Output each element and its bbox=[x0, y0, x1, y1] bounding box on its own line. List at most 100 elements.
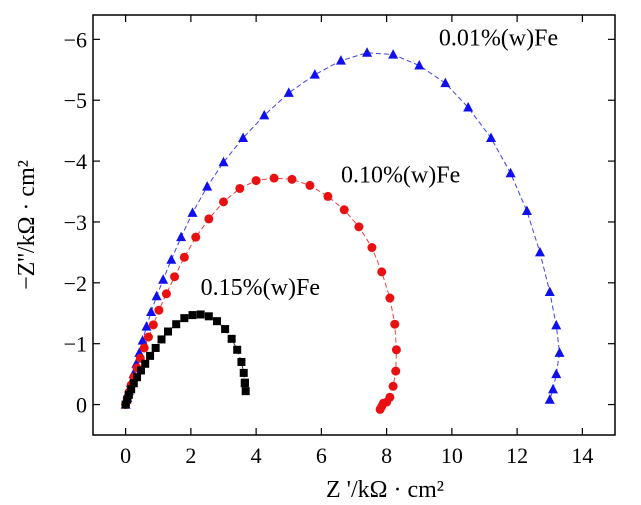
axis-ticks: 0 2 4 6 8 10 12 14 0 −1 −2 −3 −4 −5 −6 bbox=[64, 15, 615, 468]
data-point-circle bbox=[191, 232, 201, 242]
data-point-triangle bbox=[534, 246, 545, 257]
data-point-square bbox=[188, 311, 197, 320]
data-point-square bbox=[121, 400, 130, 409]
series-label: 0.01%(w)Fe bbox=[439, 25, 558, 51]
data-point-square bbox=[129, 379, 138, 388]
series-line bbox=[125, 52, 561, 405]
series-2 bbox=[121, 310, 250, 409]
data-point-triangle bbox=[521, 205, 532, 215]
data-point-circle bbox=[391, 345, 401, 355]
data-point-square bbox=[157, 335, 166, 344]
data-point-square bbox=[212, 317, 221, 326]
data-point-circle bbox=[390, 319, 400, 329]
data-point-triangle bbox=[548, 383, 559, 394]
y-tick-label: −2 bbox=[64, 271, 87, 296]
data-point-square bbox=[141, 359, 150, 368]
data-point-triangle bbox=[137, 335, 148, 345]
y-tick-label: −4 bbox=[64, 149, 87, 174]
data-point-circle bbox=[388, 381, 398, 391]
data-point-square bbox=[241, 387, 250, 396]
data-point-triangle bbox=[176, 231, 187, 242]
data-point-triangle bbox=[218, 156, 229, 167]
plot-frame bbox=[92, 14, 616, 436]
data-point-triangle bbox=[551, 368, 562, 379]
series-label: 0.10%(w)Fe bbox=[341, 162, 460, 188]
series-layer bbox=[120, 47, 565, 414]
data-point-triangle bbox=[505, 167, 516, 178]
x-tick-label: 0 bbox=[120, 443, 131, 468]
y-tick-label: 0 bbox=[76, 393, 87, 418]
data-point-circle bbox=[143, 332, 153, 342]
data-point-circle bbox=[323, 191, 333, 201]
data-point-triangle bbox=[463, 102, 474, 112]
y-tick-label: −1 bbox=[64, 332, 87, 357]
series-labels: 0.01%(w)Fe 0.10%(w)Fe 0.15%(w)Fe bbox=[201, 25, 558, 301]
data-point-triangle bbox=[141, 321, 152, 331]
data-point-square bbox=[204, 312, 213, 321]
data-point-square bbox=[172, 320, 181, 329]
data-point-triangle bbox=[554, 347, 565, 357]
data-point-square bbox=[237, 357, 246, 366]
data-point-circle bbox=[170, 272, 180, 282]
data-point-triangle bbox=[335, 55, 346, 65]
x-tick-label: 2 bbox=[185, 443, 196, 468]
data-point-triangle bbox=[486, 132, 497, 142]
data-point-triangle bbox=[362, 47, 373, 57]
y-tick-label: −6 bbox=[64, 27, 87, 52]
data-point-circle bbox=[139, 343, 149, 353]
data-point-circle bbox=[375, 404, 385, 414]
data-point-square bbox=[146, 351, 155, 360]
y-axis-title: −Z''/kΩ · cm² bbox=[14, 160, 40, 290]
data-point-square bbox=[227, 334, 236, 343]
data-point-triangle bbox=[440, 77, 451, 88]
data-point-circle bbox=[179, 252, 189, 262]
data-point-triangle bbox=[146, 306, 157, 317]
data-point-square bbox=[133, 373, 142, 382]
data-point-triangle bbox=[551, 319, 562, 330]
data-point-square bbox=[151, 343, 160, 352]
data-point-circle bbox=[305, 180, 315, 190]
data-point-triangle bbox=[238, 132, 249, 142]
data-point-square bbox=[240, 379, 249, 388]
data-point-square bbox=[221, 325, 230, 334]
data-point-circle bbox=[385, 293, 395, 303]
data-point-triangle bbox=[202, 181, 213, 191]
data-point-circle bbox=[148, 320, 158, 330]
x-tick-label: 12 bbox=[506, 443, 528, 468]
data-point-triangle bbox=[414, 60, 425, 70]
data-point-triangle bbox=[309, 69, 320, 79]
data-point-circle bbox=[235, 183, 245, 193]
x-tick-label: 6 bbox=[316, 443, 327, 468]
data-point-triangle bbox=[158, 274, 169, 284]
data-point-circle bbox=[339, 205, 349, 215]
data-point-square bbox=[123, 395, 132, 404]
data-point-circle bbox=[154, 305, 164, 315]
data-point-triangle bbox=[151, 290, 162, 301]
data-point-circle bbox=[161, 289, 171, 299]
series-label: 0.15%(w)Fe bbox=[201, 275, 320, 301]
data-point-square bbox=[180, 314, 189, 323]
data-point-square bbox=[136, 366, 145, 375]
x-axis-title: Z '/kΩ · cm² bbox=[326, 477, 444, 503]
data-point-triangle bbox=[283, 87, 294, 97]
y-tick-label: −5 bbox=[64, 88, 87, 113]
x-tick-label: 8 bbox=[381, 443, 392, 468]
data-point-circle bbox=[367, 243, 377, 253]
data-point-triangle bbox=[187, 207, 198, 217]
data-point-square bbox=[164, 327, 173, 336]
data-point-square bbox=[124, 390, 133, 399]
data-point-triangle bbox=[388, 49, 399, 59]
data-point-triangle bbox=[259, 109, 270, 120]
data-point-triangle bbox=[544, 394, 555, 404]
data-point-square bbox=[127, 385, 136, 394]
data-point-circle bbox=[377, 267, 387, 277]
data-point-circle bbox=[251, 176, 261, 186]
data-point-circle bbox=[204, 214, 214, 224]
y-tick-label: −3 bbox=[64, 210, 87, 235]
data-point-square bbox=[239, 368, 248, 377]
x-tick-label: 4 bbox=[251, 443, 262, 468]
x-tick-label: 14 bbox=[571, 443, 593, 468]
data-point-triangle bbox=[544, 286, 555, 296]
series-0 bbox=[120, 47, 565, 409]
